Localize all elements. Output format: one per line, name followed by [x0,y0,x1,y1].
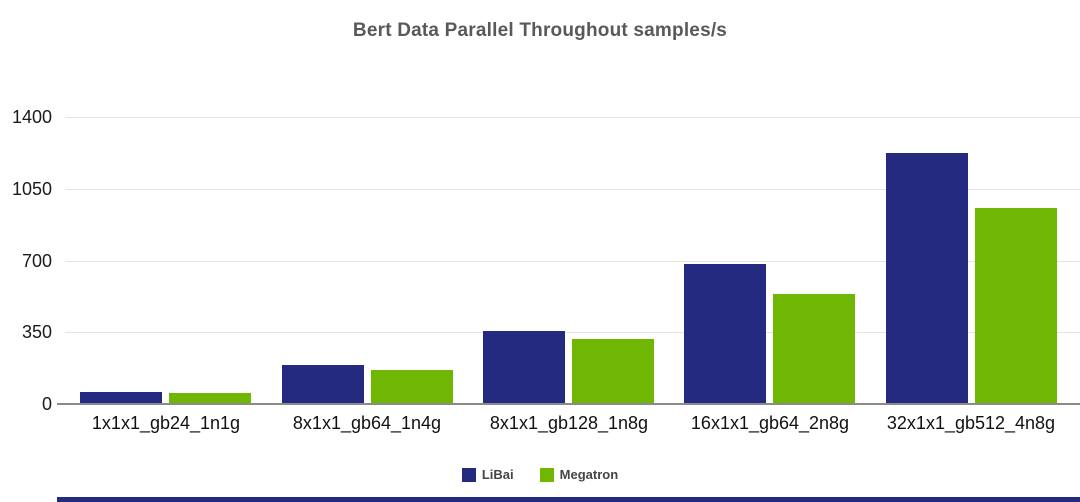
bar-megatron-1[interactable] [371,370,453,403]
bar-megatron-3[interactable] [773,294,855,403]
legend-item-libai[interactable]: LiBai [461,467,514,482]
partial-next-chart-strip [57,497,1080,502]
legend-swatch-icon [539,467,554,482]
chart-title: Bert Data Parallel Throughout samples/s [352,20,728,41]
gridline [65,189,1080,190]
y-tick-label: 1400 [11,107,52,127]
x-category-label: 8x1x1_gb64_1n4g [292,413,442,433]
x-category-label: 16x1x1_gb64_2n8g [690,413,850,433]
bar-megatron-0[interactable] [169,393,251,403]
bar-libai-0[interactable] [80,392,162,403]
legend-swatch-icon [461,467,476,482]
y-tick-label: 0 [41,394,52,414]
y-tick-label: 350 [21,322,52,343]
bar-libai-3[interactable] [684,264,766,403]
bar-libai-1[interactable] [282,365,364,403]
legend-item-megatron[interactable]: Megatron [539,467,619,482]
bar-libai-4[interactable] [886,153,968,403]
x-axis-line [57,403,1080,405]
bar-megatron-4[interactable] [975,208,1057,403]
gridline [65,261,1080,262]
legend-label: Megatron [559,467,619,482]
bar-libai-2[interactable] [483,331,565,403]
x-category-label: 32x1x1_gb512_4n8g [886,413,1056,433]
gridline [65,332,1080,333]
bar-megatron-2[interactable] [572,339,654,403]
x-category-label: 8x1x1_gb128_1n8g [489,413,649,433]
gridline [65,117,1080,118]
y-tick-label: 700 [21,250,52,271]
legend-label: LiBai [481,467,514,482]
y-tick-label: 1050 [11,178,52,199]
legend: LiBai Megatron [0,467,1080,482]
x-category-label: 1x1x1_gb24_1n1g [91,413,241,433]
